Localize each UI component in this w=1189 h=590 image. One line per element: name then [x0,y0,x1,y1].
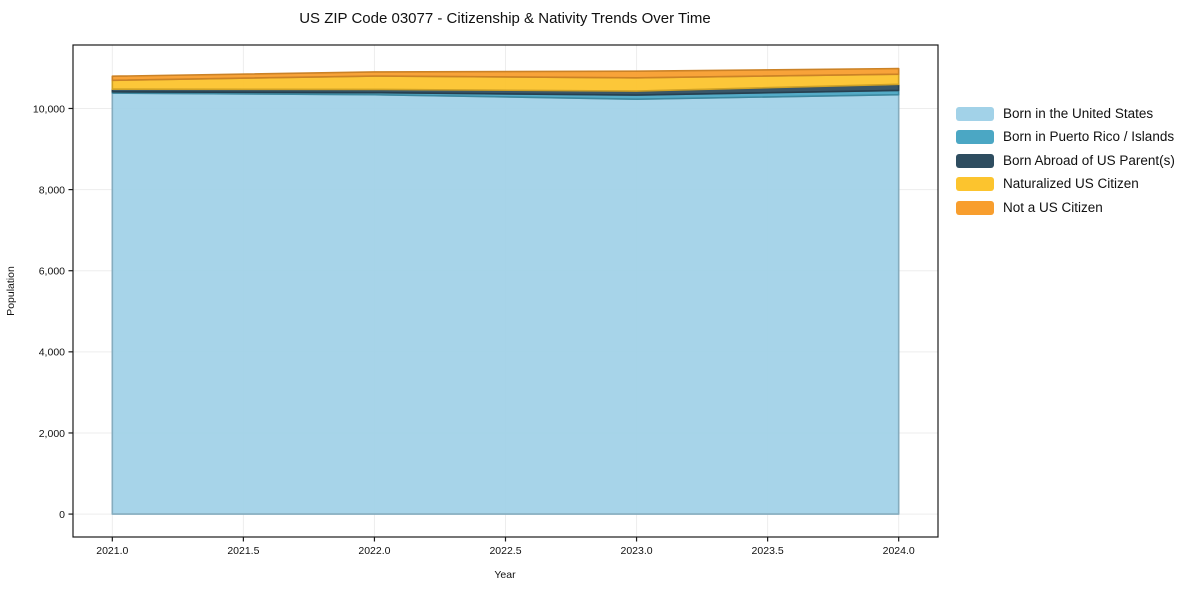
legend-label: Born Abroad of US Parent(s) [1003,152,1175,168]
chart-title: US ZIP Code 03077 - Citizenship & Nativi… [299,10,711,27]
area-born-in-the-united-states [111,92,900,515]
legend-swatch [956,200,994,215]
legend-item-born-in-the-united-states: Born in the United States [956,107,1175,121]
y-tick-label: 0 [59,509,65,521]
legend-swatch [956,177,994,192]
tick-layer: 2021.0 2021.5 2022.0 2022.5 2023.0 2023.5 2024… [33,103,915,557]
legend-label: Born in the United States [1003,106,1154,121]
legend-swatch [956,130,994,145]
y-axis-label: Population [5,266,17,316]
y-tick-label: 8,000 [39,184,65,196]
y-tick-label: 10,000 [33,103,65,115]
legend: Born in the United States Born in Puerto … [956,107,1175,215]
x-tick-label: 2021.0 [96,545,128,557]
x-tick-label: 2022.0 [358,545,390,557]
legend-swatch [956,153,994,168]
area-layer [111,67,900,515]
area-not-a-us-citizen [111,67,900,82]
x-tick-label: 2023.5 [752,545,784,557]
x-axis-label: Year [494,569,516,581]
legend-label: Naturalized US Citizen [1003,176,1139,192]
y-tick-label: 2,000 [39,428,65,440]
x-tick-label: 2023.0 [620,545,652,557]
legend-label: Born in Puerto Rico / Islands [1003,129,1175,145]
legend-item-not-a-us-citizen: Not a US Citizen [956,199,1175,215]
legend-item-born-in-puerto-rico-islands: Born in Puerto Rico / Islands [956,129,1175,145]
legend-item-naturalized-us-citizen: Naturalized US Citizen [956,176,1175,192]
y-tick-label: 4,000 [39,347,65,359]
x-tick-label: 2021.5 [227,545,259,557]
legend-label: Not a US Citizen [1003,199,1103,215]
legend-swatch [956,107,994,121]
x-tick-label: 2022.5 [489,545,521,557]
y-tick-label: 6,000 [39,266,65,278]
legend-item-born-abroad-of-us-parent-s: Born Abroad of US Parent(s) [956,152,1175,168]
x-tick-label: 2024.0 [883,545,915,557]
